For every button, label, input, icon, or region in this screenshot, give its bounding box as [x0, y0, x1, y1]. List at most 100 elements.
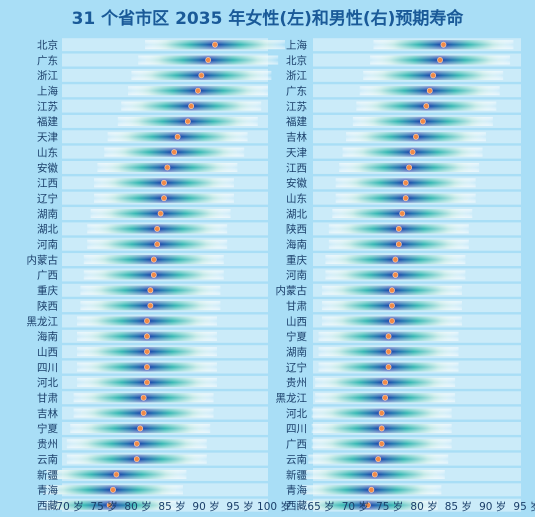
- data-point: [385, 333, 392, 340]
- data-point: [174, 133, 181, 140]
- data-point: [144, 364, 150, 370]
- data-point: [164, 164, 171, 171]
- data-point: [395, 241, 402, 248]
- data-point: [188, 103, 195, 109]
- x-tick-label: 85 岁: [158, 500, 185, 513]
- data-point: [161, 195, 167, 202]
- x-tick-label: 90 岁: [192, 500, 219, 513]
- data-point: [144, 348, 150, 355]
- province-label: 江西: [37, 178, 58, 190]
- data-point: [402, 195, 409, 202]
- data-point: [133, 456, 140, 463]
- province-label: 江苏: [37, 100, 58, 113]
- data-point: [382, 379, 388, 386]
- data-point: [402, 179, 409, 186]
- province-label: 湖北: [37, 224, 58, 236]
- data-point: [161, 179, 167, 186]
- data-point: [154, 225, 161, 232]
- x-tick-label: 90 岁: [479, 500, 506, 513]
- province-label: 北京: [37, 38, 58, 51]
- province-label: 吉林: [37, 407, 58, 420]
- data-point: [144, 379, 150, 386]
- province-label: 天津: [37, 132, 58, 144]
- data-point: [399, 210, 406, 217]
- data-point: [392, 272, 399, 278]
- province-label: 贵州: [37, 438, 58, 451]
- province-label: 辽宁: [37, 192, 58, 205]
- data-point: [140, 394, 147, 401]
- data-point: [133, 440, 140, 447]
- data-point: [419, 118, 426, 125]
- province-label: 甘肃: [37, 392, 58, 405]
- data-point: [137, 425, 144, 432]
- data-point: [389, 318, 395, 324]
- province-label: 西藏: [37, 500, 58, 512]
- province-label: 湖南: [286, 345, 307, 358]
- data-point: [406, 164, 413, 171]
- province-label: 广西: [37, 270, 58, 282]
- province-label: 北京: [286, 54, 307, 67]
- male-panel: 上海北京浙江广东江苏福建吉林天津江西安徽山东湖北陕西海南重庆河南内蒙古甘肃山西宁…: [276, 38, 535, 513]
- chart-title: 31 个省市区 2035 年女性(左)和男性(右)预期寿命: [71, 9, 464, 29]
- province-label: 上海: [37, 85, 58, 98]
- data-point: [205, 57, 212, 63]
- data-point: [378, 440, 385, 447]
- data-point: [157, 210, 164, 217]
- province-label: 山西: [286, 316, 307, 328]
- province-label: 黑龙江: [27, 315, 59, 328]
- province-label: 四川: [37, 362, 58, 374]
- x-tick-label: 75 岁: [90, 500, 117, 513]
- province-label: 湖北: [286, 208, 307, 220]
- province-label: 云南: [286, 453, 307, 466]
- data-point: [389, 287, 395, 294]
- data-point: [413, 133, 419, 140]
- province-label: 河南: [286, 269, 307, 282]
- x-tick-label: 80 岁: [124, 500, 151, 513]
- x-tick-label: 70 岁: [342, 500, 369, 513]
- province-label: 广东: [37, 54, 58, 67]
- province-label: 青海: [37, 484, 58, 497]
- data-point: [382, 394, 388, 401]
- province-label: 上海: [286, 38, 307, 51]
- data-point: [437, 57, 443, 63]
- province-label: 河北: [286, 408, 307, 420]
- x-tick-label: 65 岁: [307, 500, 334, 513]
- data-point: [385, 348, 392, 355]
- data-point: [184, 118, 191, 125]
- province-label: 广西: [286, 439, 307, 451]
- x-tick-label: 95 岁: [513, 500, 535, 513]
- data-point: [409, 149, 416, 156]
- province-label: 辽宁: [286, 361, 307, 374]
- data-point: [147, 302, 154, 309]
- province-label: 浙江: [286, 70, 307, 82]
- province-label: 云南: [37, 453, 58, 466]
- province-label: 湖南: [37, 207, 58, 220]
- data-point: [140, 410, 147, 416]
- data-point: [426, 87, 433, 94]
- data-point: [171, 149, 178, 156]
- data-point: [154, 241, 161, 248]
- province-label: 河北: [37, 377, 58, 389]
- province-label: 内蒙古: [276, 284, 308, 297]
- data-point: [430, 72, 437, 79]
- province-label: 四川: [286, 423, 307, 435]
- data-point: [378, 425, 385, 432]
- data-point: [365, 502, 371, 509]
- data-point: [389, 302, 395, 309]
- x-tick-label: 75 岁: [376, 500, 403, 513]
- data-point: [375, 456, 382, 463]
- province-label: 宁夏: [286, 330, 307, 343]
- data-point: [368, 486, 375, 493]
- province-label: 新疆: [286, 468, 307, 481]
- province-label: 山西: [37, 346, 58, 358]
- data-point: [195, 87, 201, 94]
- data-point: [423, 103, 430, 109]
- province-label: 山东: [286, 192, 307, 205]
- province-label: 浙江: [37, 70, 58, 82]
- province-label: 重庆: [286, 253, 307, 266]
- x-tick-label: 95 岁: [226, 500, 253, 513]
- data-point: [392, 256, 399, 263]
- province-label: 新疆: [37, 468, 58, 481]
- province-label: 福建: [286, 115, 307, 128]
- province-label: 黑龙江: [276, 392, 308, 405]
